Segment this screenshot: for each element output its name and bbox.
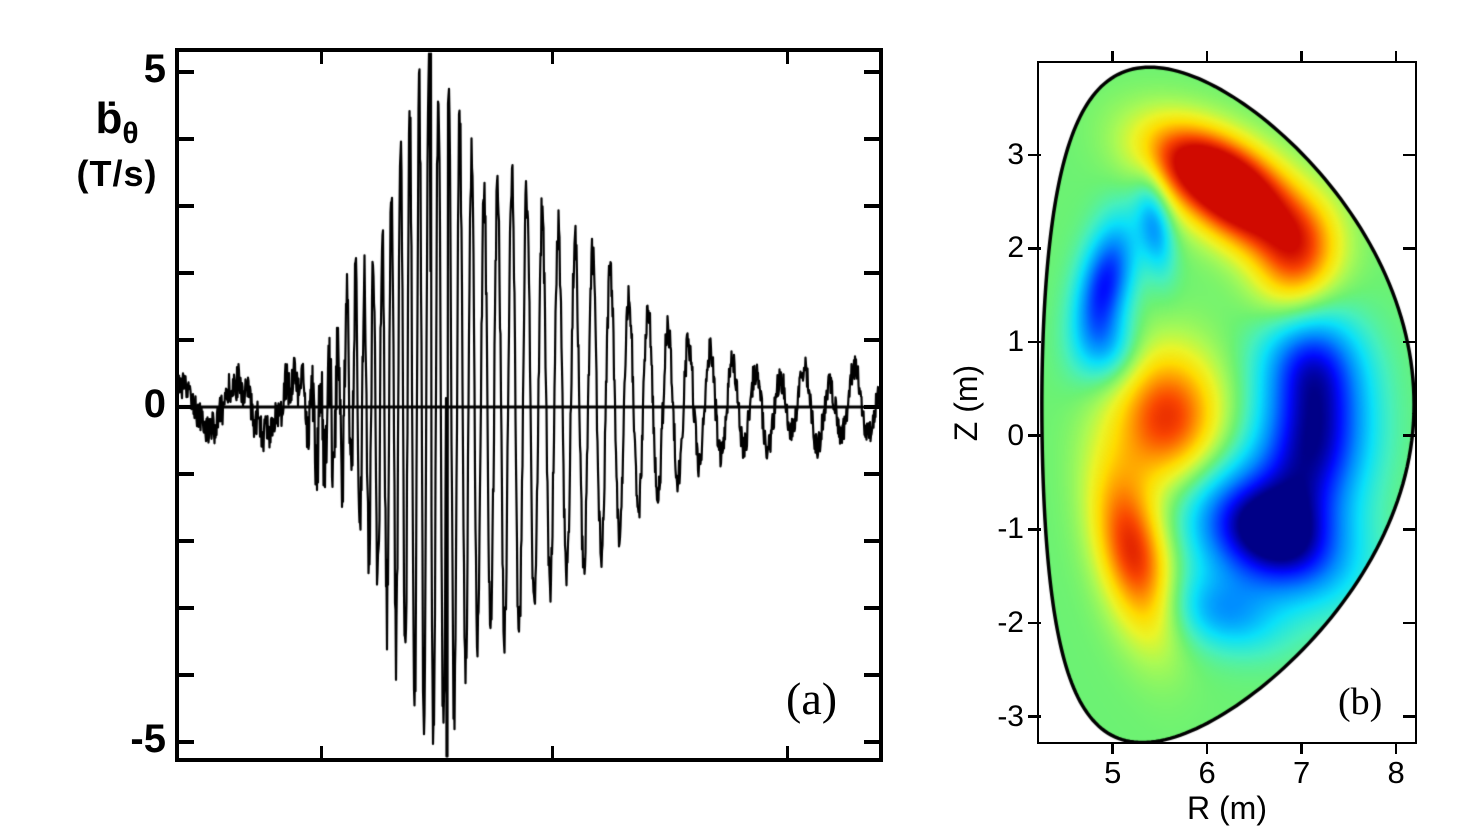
panel-b-heatmap-canvas (1039, 63, 1415, 742)
panel-b-ytick (1403, 715, 1415, 718)
panel-b-x-axis-label: R (m) (1187, 790, 1267, 826)
panel-b-ytick (1403, 247, 1415, 250)
panel-a-waveform-canvas (179, 52, 879, 758)
panel-b-ytick-label: -1 (997, 512, 1024, 546)
panel-a-ytick (179, 137, 194, 141)
panel-b-ytick-label: 0 (1007, 418, 1024, 452)
panel-b-xtick (1111, 51, 1114, 63)
panel-a-ylabel-symbol: ḃθ (95, 94, 139, 150)
panel-a-ylabel-units: (T/s) (76, 153, 158, 195)
panel-a-ytick (179, 539, 194, 543)
panel-a-ytick (864, 472, 879, 476)
panel-b-ytick (1028, 153, 1041, 157)
panel-a-y-axis-label: ḃθ (T/s) (52, 94, 182, 195)
panel-b-ytick (1403, 340, 1415, 344)
panel-a-ytick (864, 606, 879, 610)
panel-b-tag: (b) (1338, 681, 1383, 723)
panel-b-ytick (1028, 434, 1041, 437)
panel-a-xtick (785, 746, 789, 758)
panel-b-xtick (1300, 742, 1303, 754)
panel-a-ytick (864, 70, 879, 74)
panel-a-ytick (864, 338, 879, 342)
panel-b-xtick-label: 6 (1198, 755, 1216, 790)
panel-b-xtick-label: 7 (1293, 755, 1311, 790)
panel-a-ytick (179, 204, 194, 208)
panel-b-ytick (1403, 153, 1415, 157)
panel-a-ytick-label: 5 (143, 47, 166, 91)
panel-a-ytick (179, 70, 194, 74)
panel-b-xtick-label: 8 (1387, 755, 1405, 790)
panel-a-ytick (179, 472, 194, 476)
panel-a-ytick (864, 673, 879, 677)
panel-a-ytick (864, 740, 879, 744)
panel-b-xtick (1111, 742, 1114, 754)
panel-b-xtick (1205, 742, 1209, 754)
panel-b-ytick-label: -3 (997, 699, 1024, 733)
panel-b-ytick-label: 3 (1007, 137, 1024, 171)
panel-b-ytick (1403, 621, 1415, 625)
panel-a-ytick (179, 673, 194, 677)
panel-b-y-axis-label: Z (m) (948, 364, 984, 442)
panel-a-ytick (179, 271, 194, 275)
panel-a-ytick-label: 0 (143, 382, 166, 426)
panel-a-ytick (864, 137, 879, 141)
panel-b-ytick (1028, 621, 1041, 625)
panel-a-ytick (864, 204, 879, 208)
panel-a-ytick (864, 405, 879, 409)
panel-a-ytick (179, 338, 194, 342)
panel-a-ytick (864, 539, 879, 543)
panel-a-xtick (320, 52, 324, 64)
panel-b-xtick (1300, 51, 1303, 63)
panel-a-ytick (179, 405, 194, 409)
panel-b-ytick (1403, 528, 1415, 531)
panel-a-tag: (a) (786, 673, 838, 724)
panel-b-ytick (1028, 715, 1041, 718)
panel-a-ytick (179, 740, 194, 744)
panel-b-ytick-label: 2 (1007, 231, 1024, 265)
panel-a-ytick (179, 606, 194, 610)
panel-a-xtick (785, 52, 789, 64)
panel-b-xtick-label: 5 (1104, 755, 1122, 790)
panel-b-ytick-label: -2 (997, 606, 1024, 640)
panel-b-ytick (1028, 247, 1041, 250)
panel-a-xtick (550, 746, 554, 758)
panel-a-xtick (320, 746, 324, 758)
panel-b-ytick (1403, 434, 1415, 437)
panel-b-ytick-label: 1 (1007, 325, 1024, 359)
panel-b-ytick (1028, 528, 1041, 531)
panel-a-ytick (864, 271, 879, 275)
panel-b-xtick (1205, 51, 1209, 63)
panel-a-ytick-label: -5 (130, 717, 166, 761)
panel-b-xtick (1394, 51, 1398, 63)
panel-a-xtick (550, 52, 554, 64)
panel-b-ytick (1028, 340, 1041, 344)
panel-b-xtick (1394, 742, 1398, 754)
